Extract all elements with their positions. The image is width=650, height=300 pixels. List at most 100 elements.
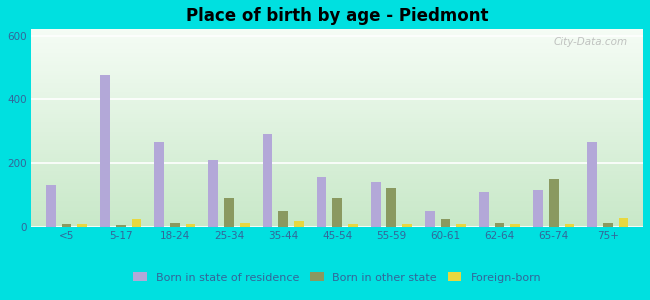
Bar	[31, 185, 643, 187]
Bar	[31, 150, 643, 152]
Bar	[31, 67, 643, 69]
Bar	[62, 224, 72, 226]
Bar	[31, 181, 643, 183]
Bar	[31, 138, 643, 140]
Bar	[31, 156, 643, 158]
Bar	[31, 217, 643, 219]
Bar	[77, 224, 87, 226]
Bar	[224, 198, 234, 226]
Bar	[31, 179, 643, 181]
Bar	[31, 57, 643, 59]
Bar	[31, 116, 643, 118]
Bar	[31, 102, 643, 104]
Bar	[31, 61, 643, 63]
Bar	[31, 161, 643, 164]
Bar	[317, 177, 326, 226]
Bar	[31, 31, 643, 33]
Bar	[31, 213, 643, 215]
Bar	[209, 160, 218, 226]
Bar	[31, 88, 643, 90]
Bar	[31, 33, 643, 35]
Bar	[31, 203, 643, 205]
Bar	[31, 124, 643, 126]
Bar	[425, 211, 435, 226]
Bar	[31, 221, 643, 223]
Bar	[31, 76, 643, 79]
Bar	[31, 106, 643, 108]
Bar	[31, 96, 643, 98]
Bar	[263, 134, 272, 226]
Text: City-Data.com: City-Data.com	[554, 37, 628, 47]
Bar	[588, 142, 597, 226]
Bar	[31, 160, 643, 161]
Bar	[31, 73, 643, 75]
Bar	[31, 201, 643, 203]
Bar	[31, 126, 643, 128]
Bar	[31, 225, 643, 226]
Bar	[31, 65, 643, 67]
Bar	[31, 132, 643, 134]
Bar	[31, 144, 643, 146]
Bar	[370, 182, 380, 226]
Bar	[116, 225, 125, 226]
Bar	[31, 183, 643, 185]
Bar	[31, 191, 643, 193]
Bar	[31, 134, 643, 136]
Bar	[31, 199, 643, 201]
Bar	[240, 224, 250, 226]
Bar	[31, 51, 643, 53]
Bar	[441, 219, 450, 226]
Bar	[31, 136, 643, 138]
Bar	[603, 224, 613, 226]
Bar	[619, 218, 629, 226]
Bar	[31, 29, 643, 31]
Bar	[31, 146, 643, 148]
Bar	[31, 43, 643, 45]
Title: Place of birth by age - Piedmont: Place of birth by age - Piedmont	[186, 7, 489, 25]
Bar	[31, 187, 643, 189]
Bar	[31, 193, 643, 195]
Bar	[31, 53, 643, 55]
Bar	[565, 224, 575, 226]
Bar	[31, 142, 643, 144]
Bar	[456, 224, 466, 226]
Bar	[31, 110, 643, 112]
Bar	[31, 100, 643, 102]
Bar	[31, 164, 643, 165]
Bar	[31, 171, 643, 173]
Bar	[31, 128, 643, 130]
Bar	[31, 169, 643, 171]
Bar	[31, 49, 643, 51]
Bar	[31, 195, 643, 197]
Bar	[479, 192, 489, 226]
Bar	[31, 85, 643, 86]
Bar	[31, 130, 643, 132]
Bar	[495, 224, 504, 226]
Bar	[31, 86, 643, 88]
Bar	[31, 165, 643, 167]
Bar	[31, 140, 643, 142]
Bar	[31, 158, 643, 160]
Bar	[31, 90, 643, 92]
Bar	[31, 37, 643, 39]
Bar	[31, 39, 643, 41]
Bar	[31, 55, 643, 57]
Bar	[31, 120, 643, 122]
Bar	[549, 179, 558, 226]
Bar	[31, 104, 643, 106]
Bar	[31, 215, 643, 217]
Bar	[31, 79, 643, 81]
Bar	[31, 114, 643, 116]
Bar	[31, 94, 643, 96]
Bar	[31, 197, 643, 199]
Bar	[31, 108, 643, 110]
Bar	[31, 81, 643, 82]
Bar	[31, 35, 643, 37]
Bar	[31, 92, 643, 95]
Bar	[154, 142, 164, 226]
Bar	[100, 75, 110, 226]
Bar	[186, 224, 196, 226]
Legend: Born in state of residence, Born in other state, Foreign-born: Born in state of residence, Born in othe…	[129, 268, 545, 287]
Bar	[131, 219, 141, 226]
Bar	[170, 224, 180, 226]
